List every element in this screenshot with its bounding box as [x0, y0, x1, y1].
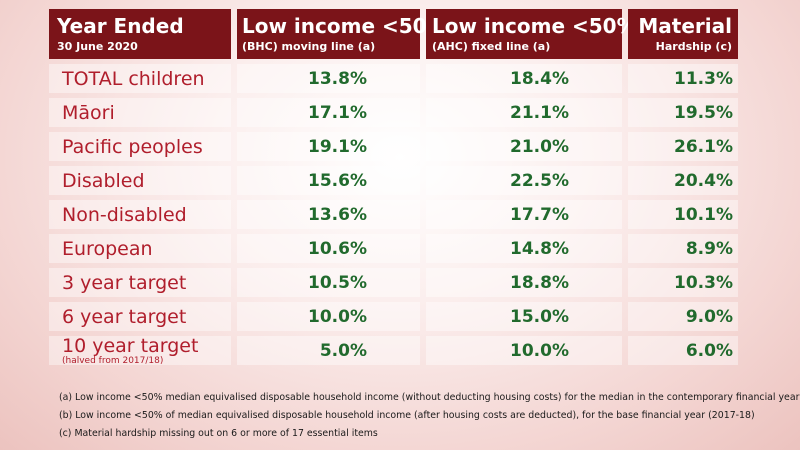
value-ahc: 10.0%: [426, 336, 622, 365]
value-hardship: 26.1%: [628, 132, 738, 161]
footnotes: (a) Low income <50% median equivalised d…: [59, 392, 799, 446]
value-bhc: 10.0%: [237, 302, 420, 331]
value-ahc: 18.4%: [426, 64, 622, 93]
row-label-text: 10 year target: [62, 335, 199, 357]
value-hardship: 6.0%: [628, 336, 738, 365]
value-ahc: 17.7%: [426, 200, 622, 229]
header-title: Material: [638, 13, 732, 38]
value-bhc: 19.1%: [237, 132, 420, 161]
header-title: Low income <50%: [432, 13, 637, 38]
value-bhc: 17.1%: [237, 98, 420, 127]
row-label-european: European: [49, 234, 231, 263]
value-ahc: 22.5%: [426, 166, 622, 195]
row-label-6-year-target: 6 year target: [49, 302, 231, 331]
header-low-income-ahc: Low income <50% (AHC) fixed line (a): [426, 9, 637, 59]
value-hardship: 20.4%: [628, 166, 738, 195]
row-sublabel: (halved from 2017/18): [62, 356, 164, 366]
value-hardship: 8.9%: [628, 234, 738, 263]
value-ahc: 14.8%: [426, 234, 622, 263]
value-hardship: 10.3%: [628, 268, 738, 297]
header-subtitle: (BHC) moving line (a): [242, 39, 376, 53]
row-label-10-year-target: 10 year target (halved from 2017/18): [49, 335, 231, 366]
value-hardship: 19.5%: [628, 98, 738, 127]
value-bhc: 10.5%: [237, 268, 420, 297]
value-ahc: 18.8%: [426, 268, 622, 297]
row-label-maori: Māori: [49, 98, 231, 127]
row-label-disabled: Disabled: [49, 166, 231, 195]
footnote-c: (c) Material hardship missing out on 6 o…: [59, 428, 378, 439]
footnote-b: (b) Low income <50% of median equivalise…: [59, 410, 755, 421]
header-title: Low income <50%: [242, 13, 447, 38]
row-label-3-year-target: 3 year target: [49, 268, 231, 297]
value-hardship: 10.1%: [628, 200, 738, 229]
value-ahc: 21.1%: [426, 98, 622, 127]
header-year-ended: Year Ended 30 June 2020: [49, 9, 231, 59]
row-label-non-disabled: Non-disabled: [49, 200, 231, 229]
value-bhc: 10.6%: [237, 234, 420, 263]
header-subtitle: Hardship (c): [655, 39, 732, 53]
value-hardship: 9.0%: [628, 302, 738, 331]
value-ahc: 15.0%: [426, 302, 622, 331]
row-label-pacific-peoples: Pacific peoples: [49, 132, 231, 161]
header-low-income-bhc: Low income <50% (BHC) moving line (a): [237, 9, 447, 59]
row-label-total-children: TOTAL children: [49, 64, 231, 93]
header-subtitle: 30 June 2020: [57, 39, 138, 53]
value-bhc: 13.6%: [237, 200, 420, 229]
value-bhc: 5.0%: [237, 336, 420, 365]
value-bhc: 13.8%: [237, 64, 420, 93]
value-bhc: 15.6%: [237, 166, 420, 195]
value-hardship: 11.3%: [628, 64, 738, 93]
header-material-hardship: Material Hardship (c): [628, 9, 738, 59]
poverty-statistics-table: Year Ended 30 June 2020 Low income <50% …: [49, 9, 738, 410]
header-title: Year Ended: [57, 13, 184, 38]
value-ahc: 21.0%: [426, 132, 622, 161]
header-subtitle: (AHC) fixed line (a): [432, 39, 551, 53]
footnote-a: (a) Low income <50% median equivalised d…: [59, 392, 800, 403]
